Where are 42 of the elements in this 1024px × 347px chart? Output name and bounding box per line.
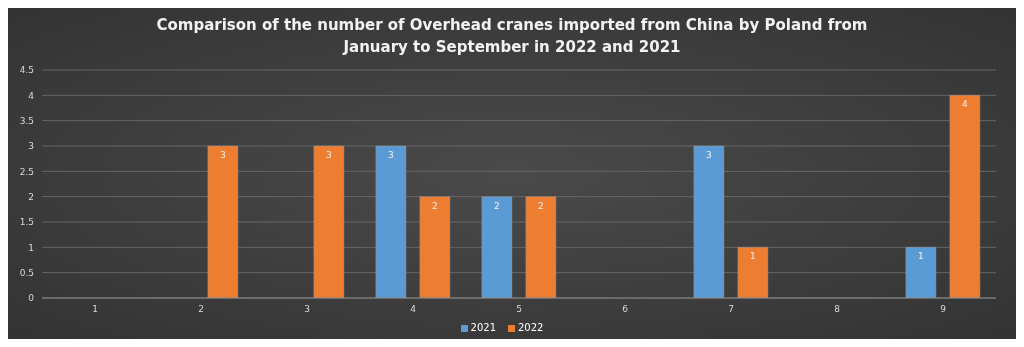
x-tick-label: 5	[516, 304, 522, 315]
x-tick-label: 9	[940, 304, 947, 315]
x-tick-label: 4	[410, 304, 417, 315]
bar	[525, 196, 557, 298]
data-label: 4	[962, 99, 969, 110]
data-label: 3	[388, 150, 394, 160]
bar	[313, 145, 345, 298]
y-tick-label: 4.5	[19, 65, 34, 76]
y-tick-label: 2.5	[19, 166, 34, 177]
bar	[207, 145, 239, 298]
y-tick-label: 4	[28, 90, 35, 101]
x-tick-label: 3	[304, 304, 310, 315]
y-tick-label: 3	[28, 141, 34, 152]
data-label: 3	[326, 150, 332, 160]
bar	[375, 145, 407, 298]
data-label: 1	[918, 251, 924, 262]
data-label: 2	[432, 200, 438, 211]
chart-title: Comparison of the number of Overhead cranes imported from China by Poland from January to September in 2022 and 2021	[155, 15, 869, 58]
y-tick-label: 3.5	[19, 115, 34, 126]
x-tick-label: 7	[728, 304, 734, 315]
data-label: 3	[706, 150, 712, 160]
data-label: 3	[220, 150, 226, 160]
y-tick-label: 0	[28, 293, 35, 304]
x-tick-label: 6	[622, 304, 629, 315]
data-label: 1	[750, 251, 756, 262]
bar	[905, 247, 937, 298]
bar	[481, 196, 513, 298]
bar	[737, 247, 769, 298]
data-label: 2	[538, 200, 544, 211]
x-tick-label: 8	[834, 304, 841, 315]
text: 2022	[518, 322, 544, 334]
bar	[419, 196, 451, 298]
bar	[949, 95, 981, 298]
y-tick-label: 1.5	[19, 217, 34, 228]
x-tick-label: 2	[198, 304, 204, 315]
y-tick-label: 1	[28, 242, 34, 253]
y-tick-label: 2	[28, 191, 34, 202]
legend-label: 2021	[470, 322, 496, 334]
y-tick-label: 0.5	[19, 267, 34, 278]
bar	[693, 145, 725, 298]
data-label: 2	[494, 200, 500, 211]
x-tick-label: 1	[92, 304, 98, 315]
